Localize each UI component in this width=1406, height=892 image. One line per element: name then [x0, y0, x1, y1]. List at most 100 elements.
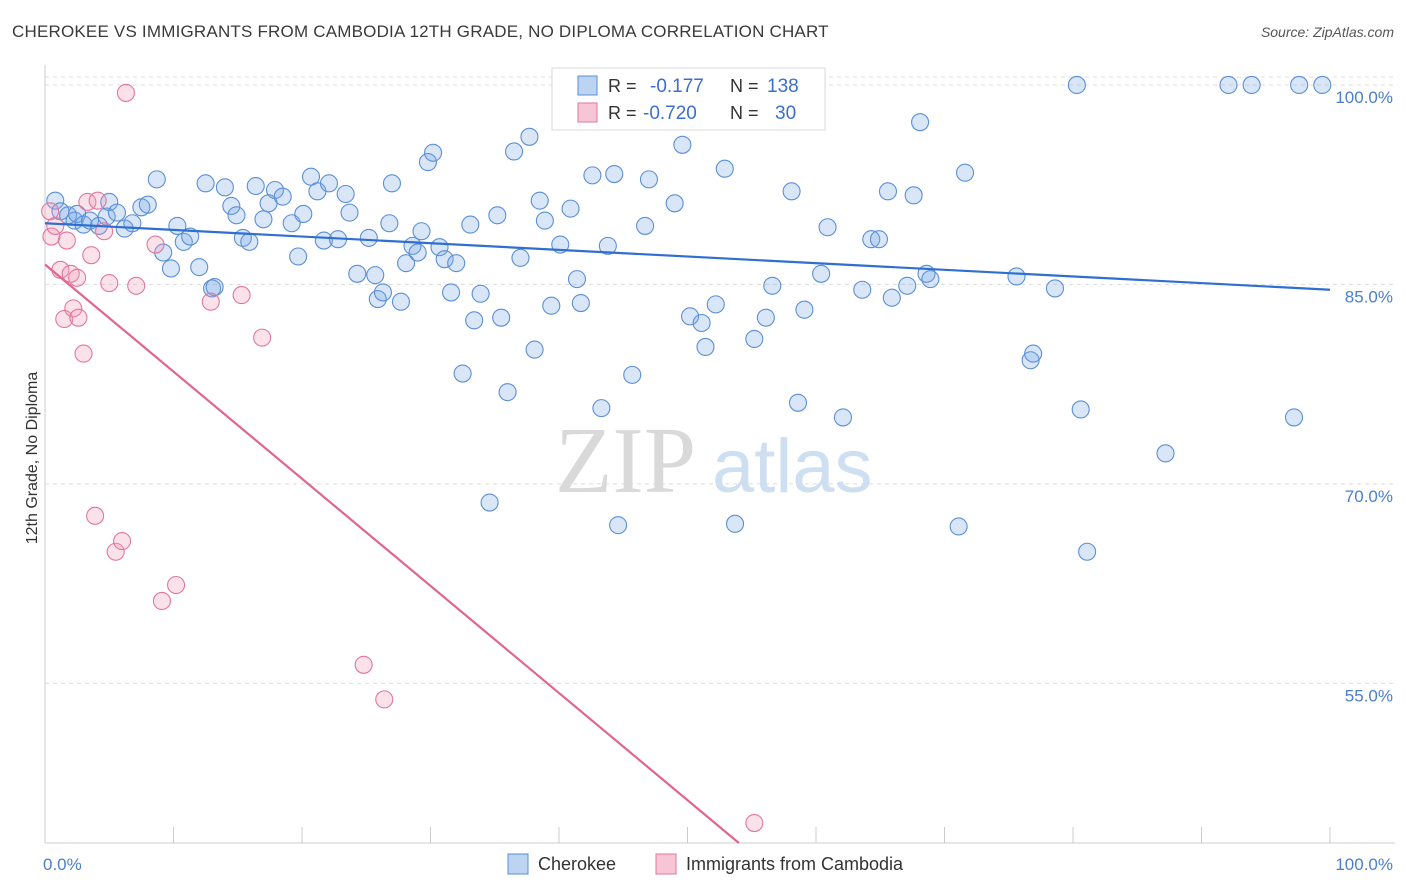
cherokee-point: [265, 180, 285, 200]
cherokee-point: [340, 203, 359, 222]
cherokee-point: [673, 135, 692, 154]
cherokee-point: [196, 174, 215, 193]
cherokee-point: [583, 166, 602, 185]
cherokee-point: [442, 283, 461, 302]
cherokee-point: [447, 254, 466, 273]
cherokee-point: [492, 308, 511, 327]
legend-n-label-cambodia: N =: [730, 103, 759, 123]
cherokee-point: [319, 174, 339, 193]
cherokee-point: [1067, 75, 1086, 94]
cherokee-point: [525, 340, 544, 359]
cambodia-point: [74, 344, 93, 363]
legend-n-value-cherokee: 138: [767, 76, 799, 97]
cherokee-point: [636, 216, 655, 235]
cherokee-point: [366, 266, 385, 285]
cherokee-point: [530, 191, 549, 210]
cambodia-point: [146, 235, 165, 254]
cherokee-point: [227, 206, 246, 225]
cherokee-point: [488, 206, 507, 225]
cherokee-point: [314, 231, 333, 250]
cherokee-point: [453, 364, 472, 383]
cambodia-point: [100, 274, 119, 293]
cherokee-point: [898, 276, 917, 295]
cambodia-point: [152, 591, 171, 611]
cherokee-point: [1024, 344, 1043, 363]
cherokee-point: [535, 211, 554, 230]
legend-n-label-cherokee: N =: [730, 76, 759, 96]
cherokee-point: [782, 182, 801, 201]
cherokee-point: [715, 159, 734, 178]
cherokee-point: [763, 276, 782, 295]
cherokee-point: [1242, 75, 1261, 94]
cherokee-point: [289, 247, 308, 266]
cherokee-point: [605, 165, 624, 184]
watermark-atlas: atlas: [712, 424, 873, 509]
cherokee-point: [190, 258, 209, 277]
cherokee-points: [46, 75, 1332, 561]
cambodia-point: [201, 292, 220, 311]
cherokee-point: [97, 207, 116, 226]
cherokee-point: [273, 187, 292, 206]
legend-r-value-cambodia: -0.720: [643, 103, 697, 124]
cherokee-point: [598, 236, 617, 255]
cherokee-point: [956, 163, 975, 182]
legend-n-value-cambodia: 30: [775, 103, 796, 124]
cherokee-point: [418, 153, 437, 172]
cambodia-trendline: [44, 263, 740, 844]
axes: [44, 65, 1395, 844]
cambodia-point: [375, 690, 394, 709]
cherokee-point: [853, 280, 872, 299]
cambodia-point: [55, 309, 74, 329]
legend-r-label-cherokee: R =: [608, 76, 637, 96]
cherokee-point: [240, 232, 259, 251]
cherokee-point: [181, 227, 200, 246]
cherokee-point: [1007, 267, 1026, 286]
cherokee-point: [205, 278, 224, 297]
cherokee-point: [107, 203, 127, 222]
tick-labels: 55.0% 70.0% 85.0% 100.0% 0.0% 100.0%: [43, 88, 1393, 874]
chart-title: CHEROKEE VS IMMIGRANTS FROM CAMBODIA 12T…: [12, 22, 829, 41]
cambodia-point: [167, 575, 186, 595]
cherokee-point: [623, 365, 642, 384]
legend-swatch-cherokee: [577, 75, 598, 96]
y-tick-label: 85.0%: [1345, 287, 1393, 306]
bottom-legend-cambodia: Immigrants from Cambodia: [686, 854, 904, 874]
cherokee-point: [498, 383, 517, 402]
cherokee-point: [681, 307, 700, 326]
cambodia-point: [86, 506, 105, 525]
cambodia-point: [106, 542, 125, 561]
x-tick-label: 100.0%: [1335, 855, 1393, 874]
bottom-legend-swatch-cambodia: [655, 853, 677, 875]
cherokee-point: [424, 143, 443, 162]
cherokee-point: [504, 142, 524, 161]
cherokee-point: [373, 283, 393, 302]
cherokee-point: [818, 218, 837, 237]
cambodia-point: [82, 246, 101, 265]
cherokee-point: [592, 399, 611, 418]
cherokee-point: [869, 230, 889, 249]
correlation-legend: R = -0.177 N = 138 R = -0.720 N = 30: [551, 67, 826, 131]
cherokee-point: [949, 517, 968, 536]
cherokee-point: [222, 196, 241, 216]
cherokee-point: [461, 215, 480, 234]
cherokee-point: [382, 174, 402, 193]
cherokee-point: [123, 214, 142, 233]
trendlines: [44, 222, 1331, 844]
cherokee-point: [138, 195, 157, 214]
cherokee-point: [294, 204, 313, 224]
cherokee-point: [609, 516, 628, 535]
cherokee-point: [862, 230, 881, 249]
bottom-legend-swatch-cherokee: [507, 853, 529, 875]
cherokee-point: [882, 288, 901, 307]
series-legend: Cherokee Immigrants from Cambodia: [507, 853, 904, 875]
cambodia-point: [113, 532, 132, 551]
cherokee-point: [665, 194, 684, 213]
cherokee-point: [745, 329, 764, 349]
cherokee-point: [911, 113, 930, 132]
legend-swatch-cambodia: [577, 102, 598, 123]
cherokee-point: [1290, 75, 1309, 94]
cherokee-point: [571, 294, 590, 313]
x-tick-label: 0.0%: [43, 855, 82, 874]
cherokee-point: [246, 176, 265, 196]
